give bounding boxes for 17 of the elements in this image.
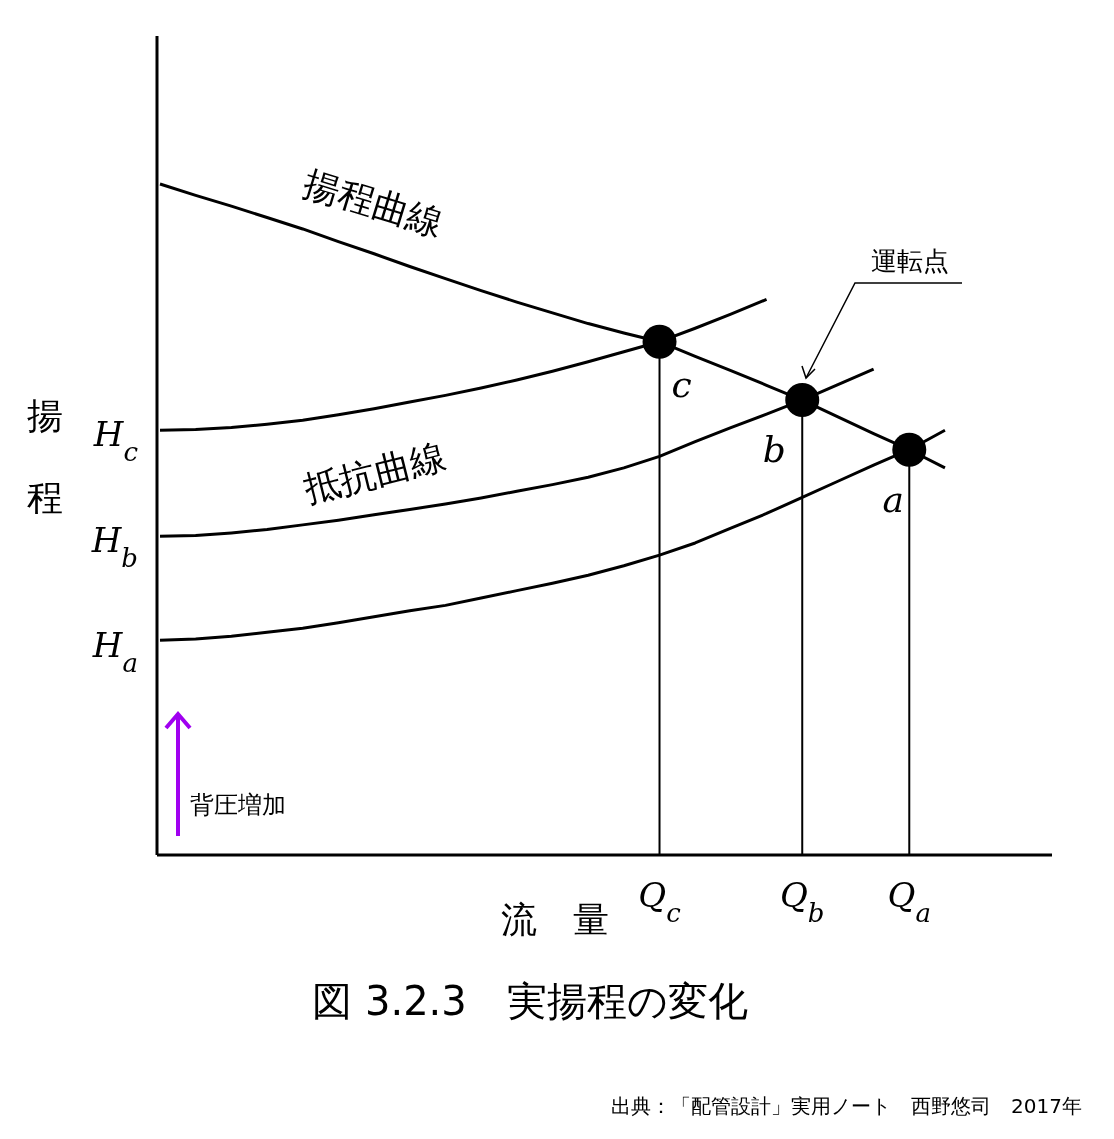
annotation: 背圧増加 xyxy=(190,791,286,819)
annotation: c xyxy=(671,363,692,405)
x-tick-label: Q$_{c}$ xyxy=(638,875,682,928)
annotation: a xyxy=(882,478,905,520)
x-tick-label: Q$_{b}$ xyxy=(779,875,825,928)
source-note: 出典：「配管設計」実用ノート 西野悠司 2017年 xyxy=(611,1094,1082,1118)
annotation: b xyxy=(762,429,786,471)
text: 図 3.2.3 実揚程の変化 xyxy=(312,978,748,1024)
annotation: 運転点 xyxy=(871,246,949,276)
text: H$_{a}$ xyxy=(91,625,138,678)
annotation: 抵抗曲線 xyxy=(299,435,450,511)
x-tick-label: Q$_{a}$ xyxy=(887,875,931,928)
text: H$_{c}$ xyxy=(92,414,139,467)
y-axis-title: 揚程 xyxy=(27,395,63,518)
text: H$_{b}$ xyxy=(90,520,138,573)
x-axis-title: 流 量 xyxy=(501,899,609,940)
annotation: 揚程曲線 xyxy=(298,162,449,244)
